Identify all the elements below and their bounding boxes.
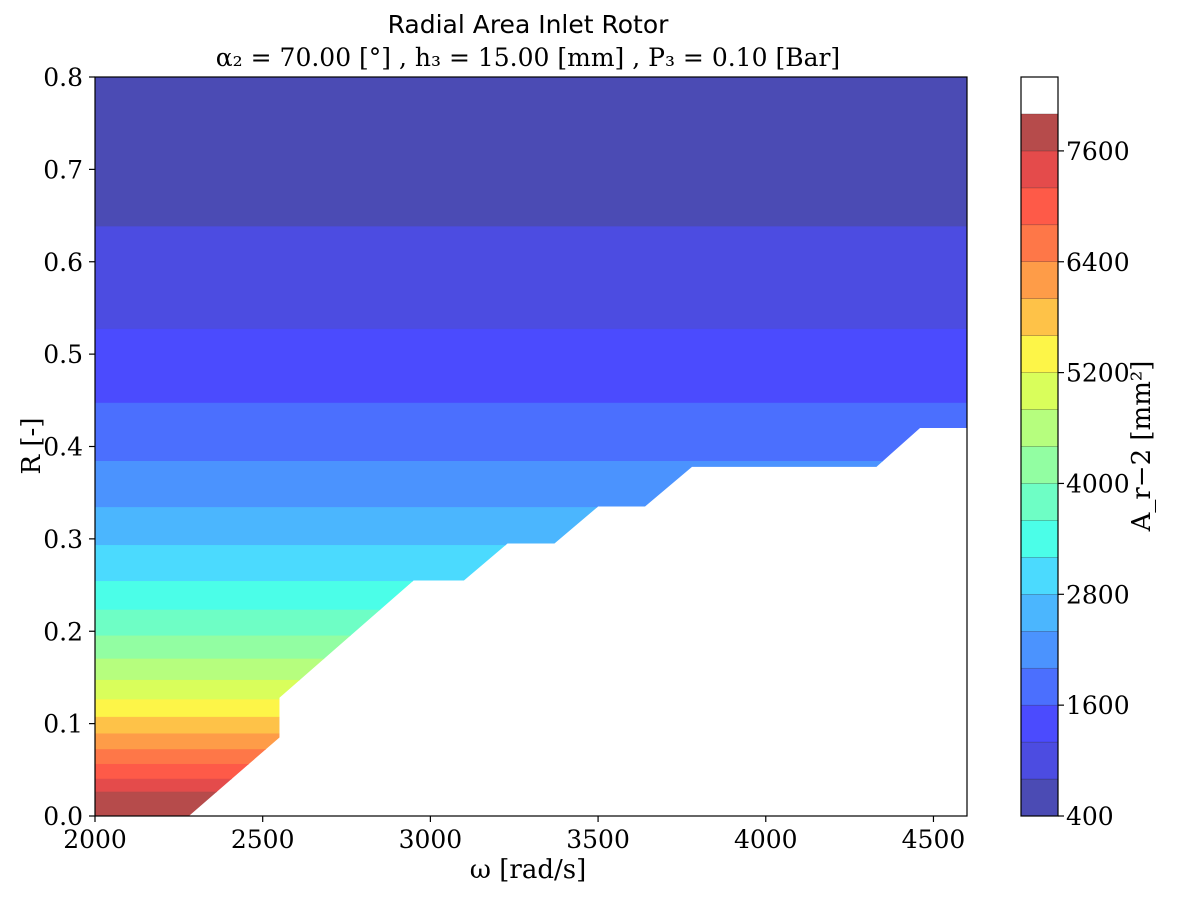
x-tick-label: 4500 bbox=[902, 825, 966, 854]
y-tick-label: 0.7 bbox=[43, 155, 83, 184]
chart-title: Radial Area Inlet Rotor bbox=[388, 10, 670, 39]
x-tick-label: 4000 bbox=[734, 825, 798, 854]
y-tick-label: 0.6 bbox=[43, 248, 83, 277]
colorbar-segment bbox=[1020, 557, 1059, 595]
contour-band bbox=[95, 402, 967, 462]
y-tick-label: 0.2 bbox=[43, 617, 83, 646]
x-tick-label: 2000 bbox=[63, 825, 127, 854]
colorbar-segment bbox=[1020, 520, 1059, 558]
contour-band bbox=[95, 460, 967, 508]
colorbar-tick-label: 6400 bbox=[1066, 248, 1130, 277]
colorbar-tick-label: 1600 bbox=[1066, 691, 1130, 720]
y-axis-label: R [-] bbox=[17, 418, 47, 475]
contour-band bbox=[95, 716, 967, 735]
colorbar-tick-label: 4000 bbox=[1066, 469, 1130, 498]
colorbar-segment bbox=[1020, 335, 1059, 373]
colorbar-tick-label: 5200 bbox=[1066, 359, 1130, 388]
colorbar-segment bbox=[1020, 741, 1059, 780]
colorbar bbox=[1020, 76, 1059, 817]
x-tick-label: 3500 bbox=[566, 825, 630, 854]
contour-band bbox=[95, 545, 967, 582]
colorbar-tick-label: 400 bbox=[1066, 802, 1114, 831]
contour-band bbox=[95, 699, 967, 718]
y-axis-ticks: 0.0 0.1 0.2 0.3 0.4 0.5 0.6 0.7 0.8 bbox=[43, 63, 95, 831]
colorbar-segment bbox=[1020, 187, 1059, 226]
colorbar-segment bbox=[1020, 631, 1059, 669]
contour-band bbox=[95, 778, 967, 793]
contour-band bbox=[95, 658, 967, 681]
contour-band bbox=[95, 635, 967, 660]
colorbar-label: A_r−2 [mm²] bbox=[1127, 361, 1157, 533]
colorbar-segment bbox=[1020, 261, 1059, 299]
colorbar-segment bbox=[1020, 113, 1059, 152]
x-tick-label: 2500 bbox=[231, 825, 295, 854]
colorbar-tick-label: 2800 bbox=[1066, 580, 1130, 609]
contour-band bbox=[95, 733, 967, 750]
contour-band bbox=[95, 791, 967, 816]
colorbar-segment bbox=[1020, 778, 1059, 817]
x-axis-ticks: 2000 2500 3000 3500 4000 4500 bbox=[63, 816, 965, 854]
contour-band bbox=[95, 679, 967, 700]
y-tick-label: 0.8 bbox=[43, 63, 83, 92]
contour-band bbox=[95, 507, 967, 546]
colorbar-segment bbox=[1020, 298, 1059, 336]
x-tick-label: 3000 bbox=[399, 825, 463, 854]
colorbar-segment bbox=[1020, 150, 1059, 189]
contour-band bbox=[95, 749, 967, 765]
contour-band bbox=[95, 77, 967, 227]
y-tick-label: 0.5 bbox=[43, 340, 83, 369]
colorbar-segment bbox=[1020, 667, 1059, 706]
colorbar-segment bbox=[1020, 483, 1059, 521]
y-tick-label: 0.1 bbox=[43, 710, 83, 739]
colorbar-segment bbox=[1020, 372, 1059, 410]
colorbar-segment bbox=[1020, 409, 1059, 447]
chart-subtitle: α₂ = 70.00 [°] , h₃ = 15.00 [mm] , P₃ = … bbox=[216, 43, 840, 72]
colorbar-segment bbox=[1020, 594, 1059, 632]
colorbar-segment bbox=[1020, 224, 1059, 263]
colorbar-tick-label: 7600 bbox=[1066, 137, 1130, 166]
contour-band bbox=[95, 581, 967, 611]
colorbar-ticks: 400 1600 2800 4000 5200 6400 7600 bbox=[1058, 137, 1130, 831]
colorbar-frame bbox=[1020, 76, 1059, 817]
y-tick-label: 0.0 bbox=[43, 802, 83, 831]
contour-band bbox=[95, 763, 967, 780]
y-tick-label: 0.4 bbox=[43, 433, 83, 462]
contour-band bbox=[95, 609, 967, 637]
colorbar-segment bbox=[1020, 446, 1059, 484]
x-axis-label: ω [rad/s] bbox=[470, 855, 586, 885]
contour-bands bbox=[95, 77, 967, 816]
colorbar-segment bbox=[1020, 704, 1059, 743]
contour-band bbox=[95, 328, 967, 404]
contour-band bbox=[95, 226, 967, 330]
y-tick-label: 0.3 bbox=[43, 525, 83, 554]
